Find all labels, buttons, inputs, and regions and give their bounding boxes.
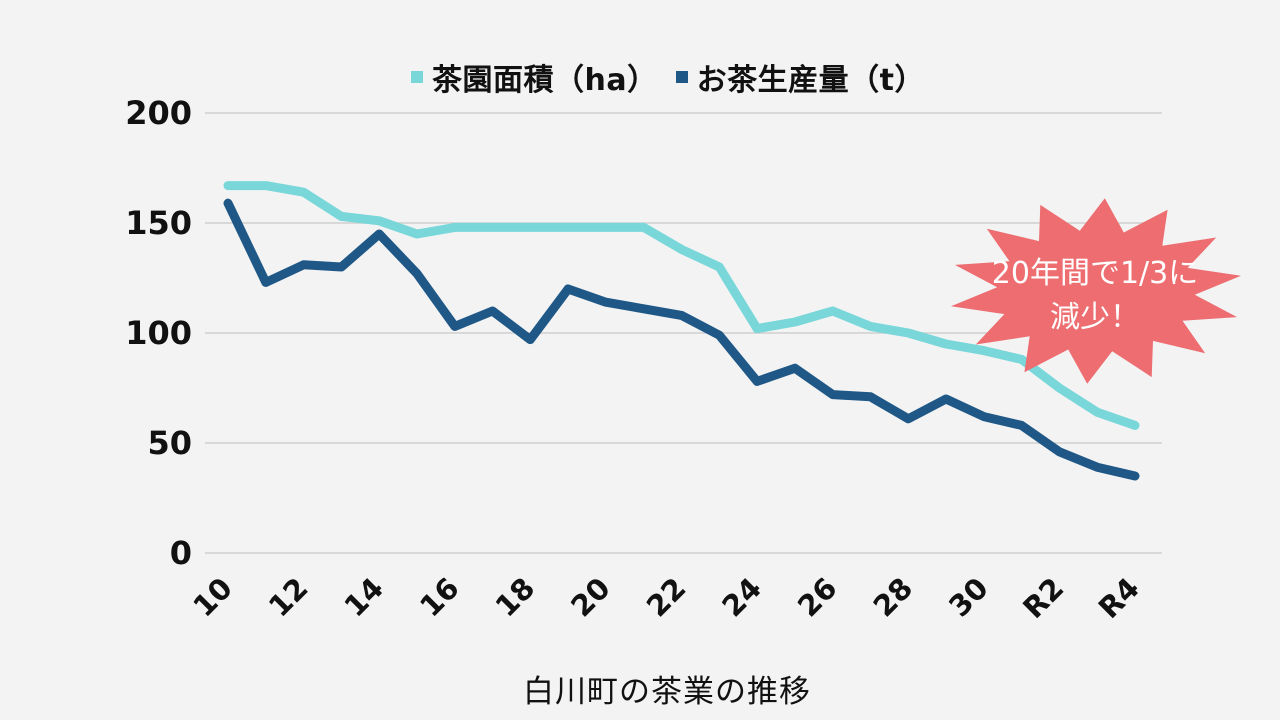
legend: 茶園面積（ha） お茶生産量（t） [411,55,925,99]
x-tick-label: 20 [564,571,617,624]
x-tick-label: 18 [489,571,542,624]
legend-label-tea-field-area: 茶園面積（ha） [432,63,658,98]
x-axis-labels: 10 12 14 16 18 20 22 24 26 28 30 R2 R4 [186,571,1146,625]
x-tick-label: 10 [186,571,239,624]
y-tick-label: 0 [170,534,192,572]
y-tick-label: 50 [147,424,192,462]
series-line-1 [223,198,1140,481]
chart-title: 白川町の茶業の推移 [523,674,811,710]
legend-marker-tea-production [675,71,688,83]
annotation-text-line2: 減少！ [1050,300,1140,335]
x-tick-label: 26 [791,571,844,624]
starburst-shape [951,198,1241,384]
x-tick-label: 14 [338,571,391,624]
x-tick-label: 28 [867,571,920,624]
legend-item-tea-field-area: 茶園面積（ha） [411,55,658,99]
y-tick-label: 150 [125,204,192,242]
x-tick-label: 24 [715,571,768,624]
legend-label-tea-production: お茶生産量（t） [696,63,925,98]
x-tick-label: R4 [1092,571,1146,625]
series-line-0 [223,181,1140,430]
annotation-text-line1: 20年間で1/3に [992,256,1198,291]
x-tick-label: 22 [640,571,693,624]
starburst-annotation: 20年間で1/3に 減少！ [951,198,1241,384]
series-lines [223,181,1140,481]
legend-marker-tea-field-area [411,71,423,83]
x-tick-label: 12 [262,571,315,624]
x-tick-label: 16 [413,571,466,624]
y-tick-label: 100 [125,314,192,352]
y-axis-labels: 0 50 100 150 200 [125,94,192,572]
legend-item-tea-production: お茶生産量（t） [675,55,925,99]
x-tick-label: 30 [942,571,995,624]
x-tick-label: R2 [1016,571,1070,625]
y-tick-label: 200 [125,94,192,132]
